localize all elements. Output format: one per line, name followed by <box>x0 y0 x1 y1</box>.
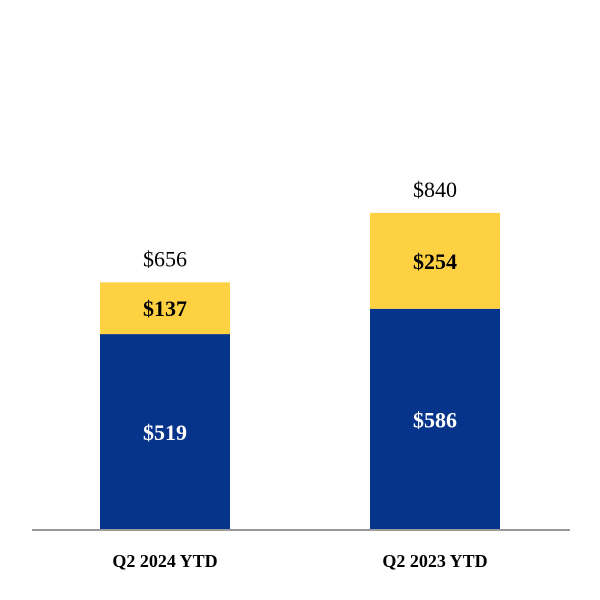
labels-layer: $519 $137 $656 Q2 2024 YTD $586 $254 $840 Q2 20… <box>112 177 487 571</box>
category-label-1: Q2 2024 YTD <box>112 551 217 571</box>
bars-layer <box>100 212 500 530</box>
bar-segment-top-1 <box>100 282 230 335</box>
bar-segment-bottom-2 <box>370 308 500 530</box>
bar-segment-top-2 <box>370 212 500 309</box>
bar-segment-bottom-1 <box>100 334 230 530</box>
category-label-2: Q2 2023 YTD <box>382 551 487 571</box>
segment-label-top-1: $137 <box>143 296 187 321</box>
segment-label-bottom-2: $586 <box>413 407 457 432</box>
total-label-1: $656 <box>143 246 187 271</box>
segment-label-bottom-1: $519 <box>143 420 187 445</box>
total-label-2: $840 <box>413 177 457 202</box>
segment-label-top-2: $254 <box>413 249 457 274</box>
